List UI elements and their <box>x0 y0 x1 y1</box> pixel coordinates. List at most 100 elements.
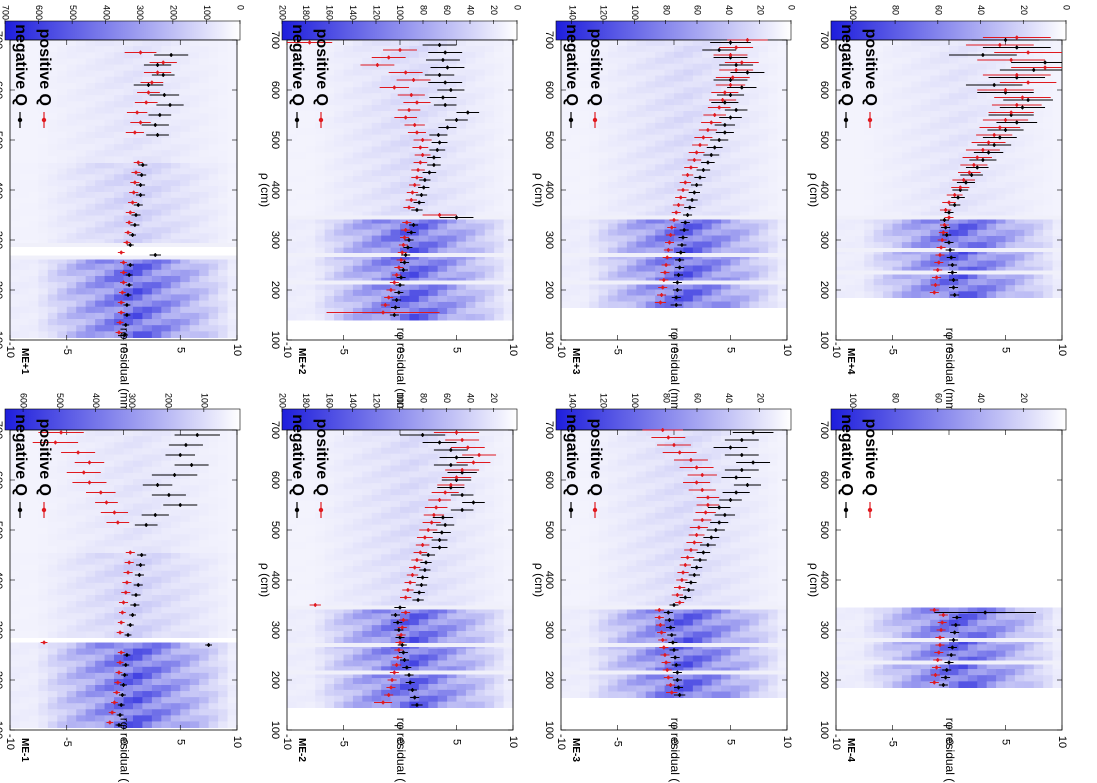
hist-cell <box>428 69 439 76</box>
data-point <box>136 583 140 587</box>
hist-cell <box>352 187 363 195</box>
hist-cell <box>161 40 172 47</box>
hist-cell <box>28 306 39 314</box>
hist-cell <box>170 76 181 84</box>
hist-cell <box>142 436 153 443</box>
hist-cell <box>170 82 181 90</box>
hist-cell <box>428 229 439 237</box>
hist-cell <box>28 269 39 277</box>
hist-cell <box>227 607 238 614</box>
hist-cell <box>47 721 58 728</box>
hist-cell <box>10 156 20 163</box>
hist-cell <box>123 619 134 626</box>
hist-cell <box>38 70 49 78</box>
y-tick-label: 5 <box>174 347 186 353</box>
hist-cell <box>305 241 316 249</box>
hist-cell <box>57 454 68 462</box>
hist-cell <box>465 435 476 443</box>
hist-cell <box>76 197 87 205</box>
hist-cell <box>428 111 439 118</box>
hist-cell <box>287 666 297 673</box>
hist-cell <box>142 282 153 289</box>
hist-cell <box>296 701 307 708</box>
hist-cell <box>189 197 200 205</box>
hist-cell <box>114 430 124 437</box>
hist-cell <box>170 168 181 175</box>
hist-cell <box>85 691 96 698</box>
hist-cell <box>161 485 172 492</box>
hist-cell <box>199 497 210 504</box>
hist-cell <box>76 582 87 590</box>
hist-cell <box>428 193 439 201</box>
hist-cell <box>409 116 420 124</box>
hist-cell <box>95 672 106 680</box>
hist-cell <box>334 307 344 315</box>
hist-cell <box>287 116 297 124</box>
hist-cell <box>208 721 219 728</box>
hist-cell <box>57 325 68 332</box>
hist-cell <box>66 503 77 511</box>
hist-cell <box>95 294 106 302</box>
hist-cell <box>343 683 354 691</box>
hist-cell <box>66 40 77 47</box>
hist-cell <box>352 301 363 309</box>
hist-cell <box>85 436 96 443</box>
hist-cell <box>151 168 162 175</box>
hist-cell <box>437 483 448 490</box>
hist-cell <box>38 233 49 240</box>
hist-cell <box>57 479 68 486</box>
hist-cell <box>123 40 134 47</box>
hist-cell <box>104 319 115 326</box>
hist-cell <box>287 111 297 118</box>
hist-cell <box>447 140 457 147</box>
hist-cell <box>19 534 30 541</box>
hist-cell <box>170 540 181 547</box>
hist-cell <box>142 552 153 560</box>
hist-cell <box>95 52 106 59</box>
hist-cell <box>400 187 410 195</box>
hist-cell <box>151 460 162 468</box>
hist-cell <box>409 625 420 632</box>
hist-cell <box>132 306 143 314</box>
hist-cell <box>227 503 238 511</box>
hist-cell <box>151 203 162 211</box>
data-point <box>403 236 407 239</box>
hist-cell <box>475 301 486 309</box>
hist-cell <box>418 182 429 189</box>
hist-cell <box>161 227 172 234</box>
hist-cell <box>208 448 219 455</box>
hist-cell <box>287 607 297 614</box>
hist-cell <box>170 479 181 486</box>
hist-cell <box>19 642 30 650</box>
data-point <box>108 721 112 724</box>
hist-cell <box>189 144 200 151</box>
hist-cell <box>465 672 476 679</box>
hist-cell <box>227 666 238 674</box>
hist-cell <box>218 144 229 151</box>
hist-cell <box>475 631 486 638</box>
hist-cell <box>161 588 172 596</box>
hist-cell <box>218 131 229 139</box>
hist-cell <box>371 459 382 466</box>
hist-cell <box>104 595 115 602</box>
hist-cell <box>57 691 68 698</box>
hist-cell <box>287 51 297 59</box>
hist-cell <box>343 247 354 255</box>
hist-cell <box>28 107 39 114</box>
hist-cell <box>19 269 30 277</box>
hist-cell <box>362 512 373 520</box>
hist-cell <box>447 307 457 315</box>
hist-cell <box>315 217 326 225</box>
hist-cell <box>218 534 229 541</box>
hist-cell <box>132 312 143 320</box>
hist-cell <box>503 453 514 461</box>
hist-cell <box>104 40 115 47</box>
hist-cell <box>114 325 124 332</box>
hist-cell <box>484 211 495 218</box>
hist-cell <box>28 138 39 145</box>
hist-cell <box>381 459 392 466</box>
hist-cell <box>362 295 373 303</box>
hist-cell <box>95 430 106 437</box>
data-point <box>409 198 413 202</box>
